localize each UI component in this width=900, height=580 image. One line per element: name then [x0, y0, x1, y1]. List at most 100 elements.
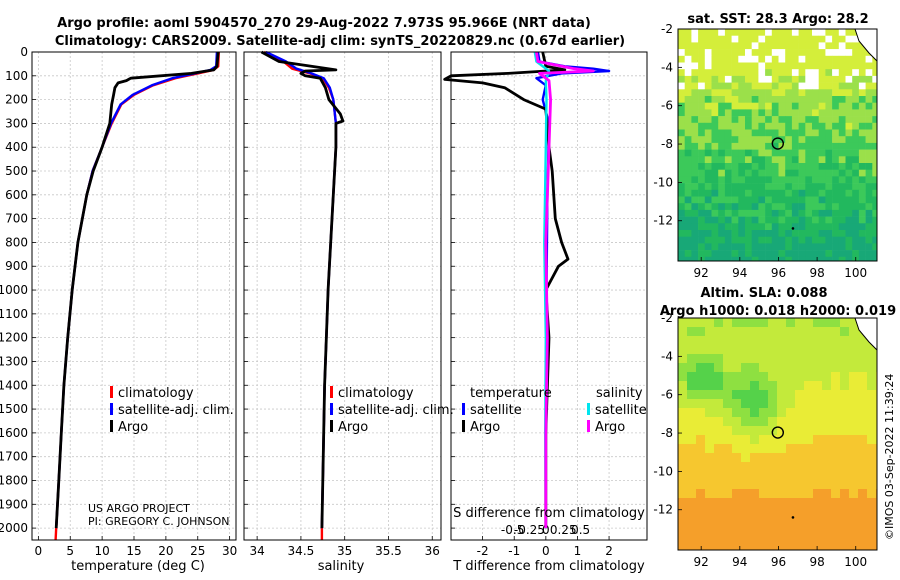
map-cell [684, 116, 692, 124]
map-cell [795, 435, 805, 445]
map-cell [778, 116, 786, 124]
map-cell [798, 156, 806, 164]
map-cell [831, 381, 841, 391]
map-cell [768, 498, 778, 508]
map-cell [759, 318, 769, 328]
map-cell [852, 82, 860, 90]
map-cell [741, 327, 751, 337]
map-cell [751, 209, 759, 217]
map-cell [678, 327, 688, 337]
y-tick-label: 1900 [0, 497, 28, 511]
map-cell [705, 516, 715, 526]
map-cell [759, 444, 769, 454]
map-cell [768, 336, 778, 346]
map-cell [698, 236, 706, 244]
map-cell [872, 183, 878, 191]
map-cell [872, 129, 878, 137]
map-cell [845, 82, 853, 90]
map-cell [786, 372, 796, 382]
map-cell [813, 336, 823, 346]
map-cell [777, 489, 787, 499]
map-cell [768, 417, 778, 427]
map-cell [805, 230, 813, 237]
map-cell [684, 223, 692, 231]
map-cell [865, 55, 873, 63]
map-cell [732, 498, 742, 508]
map-cell [858, 156, 866, 164]
map-cell [838, 96, 846, 103]
map-cell [812, 122, 819, 130]
map-cell [786, 453, 796, 463]
map-cell [805, 35, 813, 43]
map-cell [785, 129, 793, 137]
map-cell [798, 89, 806, 97]
map-cell [704, 109, 712, 117]
x-tick-label: 98 [809, 555, 824, 569]
map-cell [750, 516, 760, 526]
map-cell [865, 176, 873, 184]
map-cell [691, 55, 699, 63]
difference-xlabel: T difference from climatology [452, 559, 645, 574]
map-cell [777, 471, 787, 481]
map-cell [852, 156, 860, 164]
map-cell [751, 109, 759, 117]
map-cell [840, 471, 850, 481]
map-cell [825, 176, 833, 184]
map-cell [812, 136, 819, 144]
map-cell [832, 163, 840, 170]
map-cell [798, 122, 806, 130]
map-cell [758, 169, 766, 177]
map-cell [805, 183, 813, 191]
sla-map-title: Altim. SLA: 0.088 [701, 286, 828, 301]
map-cell [687, 354, 697, 364]
map-cell [698, 216, 706, 224]
map-cell [684, 142, 692, 150]
map-cell [684, 183, 692, 191]
map-cell [831, 417, 841, 427]
map-cell [858, 69, 866, 77]
map-cell [785, 156, 793, 164]
map-cell [777, 372, 787, 382]
map-cell [798, 209, 806, 217]
map-cell [867, 444, 877, 454]
map-cell [691, 189, 699, 197]
map-cell [731, 256, 739, 262]
map-cell [822, 444, 832, 454]
map-cell [777, 354, 787, 364]
map-cell [745, 109, 752, 117]
map-cell [818, 183, 826, 191]
map-cell [858, 230, 866, 237]
map-cell [731, 189, 739, 197]
map-cell [745, 250, 752, 258]
map-cell [698, 250, 706, 258]
map-cell [691, 62, 699, 70]
map-cell [858, 507, 868, 517]
map-cell [832, 203, 840, 211]
map-cell [832, 189, 840, 197]
map-cell [723, 462, 733, 472]
map-cell [785, 203, 793, 211]
x2-tick-label: 0.5 [571, 523, 590, 537]
map-cell [778, 196, 786, 204]
map-cell [812, 69, 819, 77]
map-cell [831, 336, 841, 346]
map-cell [786, 471, 796, 481]
map-cell [822, 480, 832, 490]
map-cell [822, 453, 832, 463]
map-cell [805, 109, 813, 117]
map-cell [704, 243, 712, 251]
map-cell [865, 230, 873, 237]
map-cell [858, 543, 868, 551]
map-cell [687, 453, 697, 463]
map-cell [741, 345, 751, 355]
map-cell [805, 189, 813, 197]
map-cell [750, 444, 760, 454]
map-cell [678, 129, 685, 137]
map-cell [718, 149, 726, 157]
map-cell [832, 96, 840, 103]
map-cell [765, 189, 773, 197]
map-cell [872, 209, 878, 217]
map-cell [778, 109, 786, 117]
map-cell [750, 525, 760, 535]
map-cell [778, 62, 786, 70]
